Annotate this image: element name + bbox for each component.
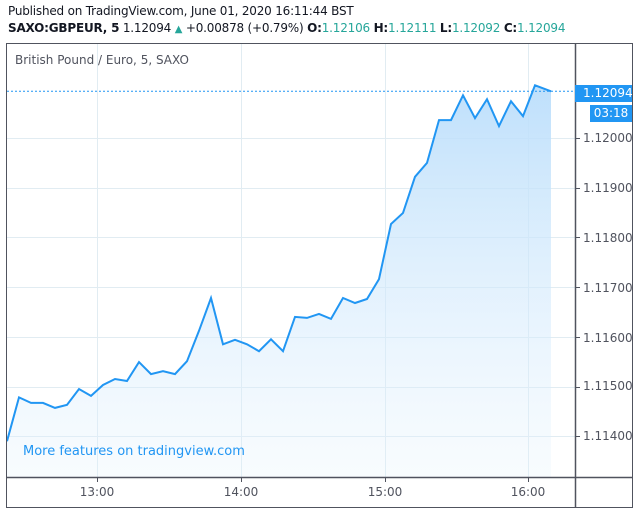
current-price-tag: 1.12094: [575, 85, 633, 102]
price-area-fill: [7, 85, 551, 478]
chart-frame: [6, 43, 633, 508]
price-axis-label: 1.11700: [583, 281, 633, 295]
symbol-name: SAXO:GBPEUR, 5: [8, 21, 120, 35]
publish-info: Published on TradingView.com, June 01, 2…: [8, 4, 354, 18]
price-axis-label: 1.11400: [583, 429, 633, 443]
symbol-info-bar: SAXO:GBPEUR, 5 1.12094 ▲ +0.00878 (+0.79…: [8, 21, 565, 35]
time-axis-label: 15:00: [367, 485, 403, 499]
triangle-up-icon: ▲: [174, 24, 183, 35]
open-label: O:: [307, 21, 322, 35]
price-axis-label: 1.11600: [583, 331, 633, 345]
price-axis-label: 1.11900: [583, 181, 633, 195]
price-change: +0.00878 (+0.79%): [185, 21, 304, 35]
close-label: C:: [503, 21, 518, 35]
close-value: 1.12094: [517, 21, 566, 35]
price-axis-label: 1.11800: [583, 231, 633, 245]
time-axis-label: 13:00: [79, 485, 115, 499]
time-axis-label: 16:00: [510, 485, 546, 499]
last-price: 1.12094: [122, 21, 172, 35]
price-axis-ticks: [575, 138, 580, 437]
tradingview-link[interactable]: More features on tradingview.com: [23, 444, 245, 459]
time-axis-ticks: [97, 477, 529, 482]
low-label: L:: [439, 21, 452, 35]
high-value: 1.12111: [388, 21, 437, 35]
price-axis-label: 1.12000: [583, 131, 633, 145]
open-value: 1.12106: [321, 21, 370, 35]
time-axis-label: 14:00: [223, 485, 259, 499]
low-value: 1.12092: [451, 21, 501, 35]
price-axis-label: 1.11500: [583, 379, 633, 393]
price-line: [6, 84, 552, 442]
chart-legend-title: British Pound / Euro, 5, SAXO: [15, 53, 189, 67]
bar-countdown-tag: 03:18: [590, 105, 632, 122]
high-label: H:: [373, 21, 389, 35]
